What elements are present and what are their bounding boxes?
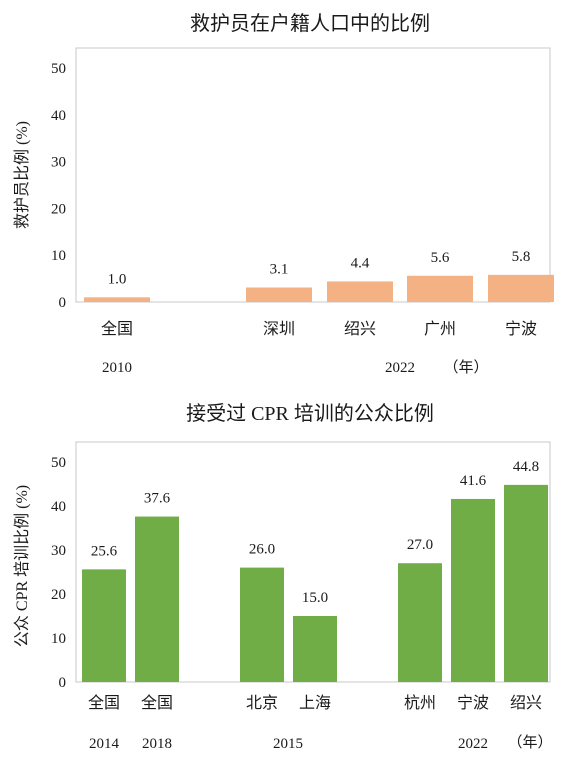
chart2-y-axis-label: 公众 CPR 培训比例 (%) (13, 485, 31, 647)
x-category-label: 上海 (299, 694, 331, 712)
data-label: 25.6 (91, 543, 118, 559)
chart1-year-unit: （年） (443, 359, 488, 376)
chart1-data-labels: 1.0 3.1 4.4 5.6 5.8 (108, 249, 531, 287)
data-label: 5.8 (512, 249, 531, 265)
bar (135, 516, 179, 682)
y-tick-label: 30 (51, 543, 66, 559)
y-tick-label: 50 (51, 455, 66, 471)
bar (82, 569, 126, 682)
year-label: 2018 (142, 736, 172, 752)
y-tick-label: 20 (51, 201, 66, 217)
bar (488, 274, 554, 302)
x-category-label: 北京 (246, 694, 278, 712)
year-label: 2014 (89, 736, 120, 752)
bar (84, 297, 150, 302)
chart-rescuer-ratio: 救护员在户籍人口中的比例 救护员比例 (%) 0 10 20 30 40 50 1.0 3.… (13, 12, 554, 376)
x-category-label: 全国 (88, 694, 120, 712)
data-label: 5.6 (431, 250, 450, 266)
data-label: 27.0 (407, 537, 433, 553)
chart1-y-ticks: 0 10 20 30 40 50 (51, 61, 66, 311)
y-tick-label: 40 (51, 499, 66, 515)
bar (240, 567, 284, 682)
bar (407, 275, 473, 302)
x-category-label: 绍兴 (510, 694, 542, 712)
x-category-label: 宁波 (457, 694, 489, 712)
chart1-y-axis-label: 救护员比例 (%) (13, 121, 31, 229)
x-category-label: 全国 (101, 320, 133, 338)
y-tick-label: 30 (51, 155, 66, 171)
x-category-label: 宁波 (505, 320, 537, 338)
x-category-label: 全国 (141, 694, 173, 712)
bar (504, 484, 548, 682)
chart1-plot-frame (75, 47, 551, 303)
year-label: 2022 (385, 360, 415, 376)
data-label: 4.4 (351, 255, 370, 271)
chart1-title: 救护员在户籍人口中的比例 (190, 12, 430, 35)
chart1-bars (84, 274, 554, 302)
x-category-label: 绍兴 (344, 320, 376, 338)
bar (398, 563, 442, 682)
year-label: 2010 (102, 360, 132, 376)
year-label: 2022 (458, 736, 488, 752)
data-label: 3.1 (270, 261, 289, 277)
y-tick-label: 0 (59, 675, 67, 691)
chart2-bars (82, 484, 548, 682)
chart-cpr-training-ratio: 接受过 CPR 培训的公众比例 公众 CPR 培训比例 (%) 0 10 20 30 4… (13, 402, 553, 752)
data-label: 1.0 (108, 271, 127, 287)
chart2-data-labels: 25.6 37.6 26.0 15.0 27.0 41.6 44.8 (91, 459, 539, 606)
chart1-x-categories: 全国 深圳 绍兴 广州 宁波 (101, 320, 537, 338)
bar (246, 287, 312, 302)
year-label: 2015 (273, 736, 303, 752)
chart2-title: 接受过 CPR 培训的公众比例 (186, 402, 434, 425)
chart2-year-labels: 2014 2018 2015 2022 (89, 736, 488, 752)
y-tick-label: 20 (51, 587, 66, 603)
bar (451, 498, 495, 682)
chart2-year-unit: （年） (507, 734, 552, 751)
data-label: 26.0 (249, 542, 275, 558)
bar (293, 616, 337, 682)
y-tick-label: 10 (51, 248, 66, 264)
x-category-label: 广州 (424, 320, 456, 338)
data-label: 37.6 (144, 491, 171, 507)
x-category-label: 杭州 (404, 694, 436, 712)
y-tick-label: 50 (51, 61, 66, 77)
data-label: 44.8 (513, 459, 539, 475)
chart2-y-ticks: 0 10 20 30 40 50 (51, 455, 66, 691)
x-category-label: 深圳 (263, 320, 295, 338)
y-tick-label: 0 (59, 295, 67, 311)
y-tick-label: 10 (51, 631, 66, 647)
chart1-year-labels: 2010 2022 (102, 360, 415, 376)
bar (327, 281, 393, 302)
y-tick-label: 40 (51, 108, 66, 124)
data-label: 41.6 (460, 473, 487, 489)
chart2-x-categories: 全国 全国 北京 上海 杭州 宁波 绍兴 (88, 694, 542, 712)
data-label: 15.0 (302, 590, 328, 606)
